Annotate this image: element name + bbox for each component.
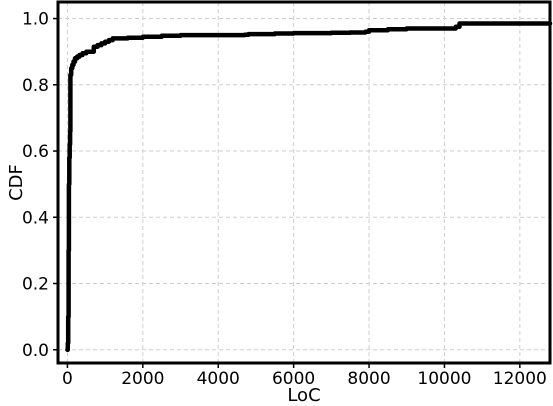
- x-tick-label: 12000: [493, 369, 547, 389]
- y-tick-label: 0.8: [22, 76, 49, 96]
- y-tick-label: 0.2: [22, 275, 49, 295]
- series-line-cdf: [65, 21, 553, 353]
- x-tick-label: 0: [62, 369, 73, 389]
- y-tick-label: 0.0: [22, 341, 49, 361]
- x-tick-label: 8000: [347, 369, 390, 389]
- plot-frame: [56, 0, 552, 365]
- x-tick-label: 10000: [417, 369, 471, 389]
- y-tick-label: 0.6: [22, 142, 49, 162]
- grid: [58, 2, 550, 363]
- y-axis-label: CDF: [6, 164, 27, 201]
- x-tick-label: 6000: [272, 369, 315, 389]
- x-axis-label: LoC: [287, 385, 320, 406]
- y-tick-label: 1.0: [22, 10, 49, 30]
- x-tick-label: 2000: [121, 369, 164, 389]
- y-tick-label: 0.4: [22, 208, 49, 228]
- x-tick-label: 4000: [197, 369, 240, 389]
- y-tick-labels: 0.0 0.2 0.4 0.6 0.8 1.0: [22, 10, 49, 361]
- ticks: [53, 17, 521, 368]
- x-tick-labels: 0 2000 4000 6000 8000 10000 12000: [62, 369, 547, 389]
